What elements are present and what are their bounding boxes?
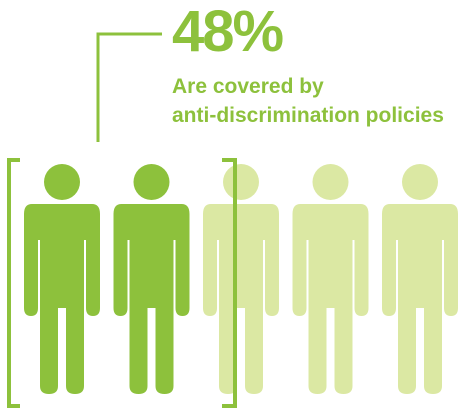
person-figure-5: [382, 164, 458, 394]
left-bracket: [7, 158, 20, 408]
caption-line-2: anti-discrimination policies: [172, 104, 444, 127]
caption-line-1: Are covered by: [172, 75, 324, 98]
right-bracket: [222, 158, 237, 408]
percentage-headline: 48%: [172, 0, 284, 64]
person-figure-3: [203, 164, 279, 394]
person-figure-1: [24, 164, 100, 394]
person-figure-4: [292, 164, 369, 394]
person-figure-2: [113, 164, 190, 394]
leader-line: [96, 32, 162, 142]
figures-group: [24, 164, 458, 394]
caption: Are covered by anti-discrimination polic…: [172, 72, 444, 130]
